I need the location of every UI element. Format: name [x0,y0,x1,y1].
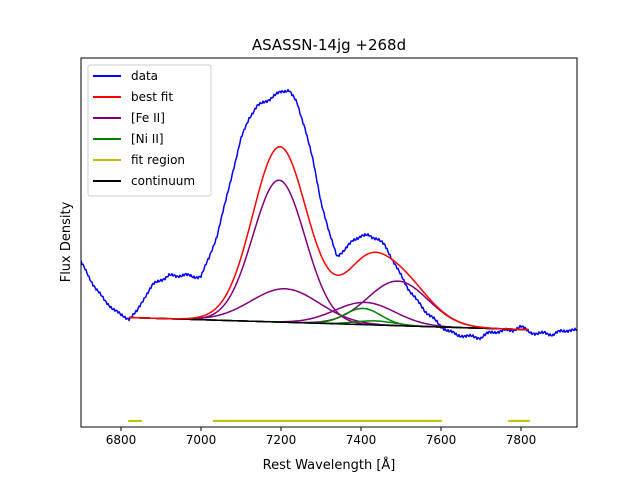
chart-title: ASASSN-14jg +268d [252,36,406,54]
x-tick-label: 7000 [186,433,217,447]
x-axis-ticks: 6800 7000 7200 7400 7600 7800 [106,427,537,447]
x-tick-label: 7600 [426,433,457,447]
x-tick-label: 6800 [106,433,137,447]
x-axis-label: Rest Wavelength [Å] [263,457,396,473]
legend-label-1: data [131,69,158,83]
legend: data best fit [Fe II] [Ni II] fit region cont… [87,64,212,197]
x-tick-label: 7400 [346,433,377,447]
legend-label-5: fit region [131,153,185,167]
plot-content [81,88,577,422]
continuum-line [128,316,530,331]
x-tick-label: 7200 [266,433,297,447]
plot-frame [80,57,578,428]
legend-label-6: continuum [131,174,195,188]
best-fit-line [128,146,530,331]
y-axis-label: Flux Density [59,201,74,282]
x-tick-label: 7800 [506,433,537,447]
data-spectrum-line [81,88,577,341]
legend-label-4: [Ni II] [131,132,164,146]
legend-label-2: best fit [131,90,173,104]
legend-label-3: [Fe II] [131,111,165,125]
